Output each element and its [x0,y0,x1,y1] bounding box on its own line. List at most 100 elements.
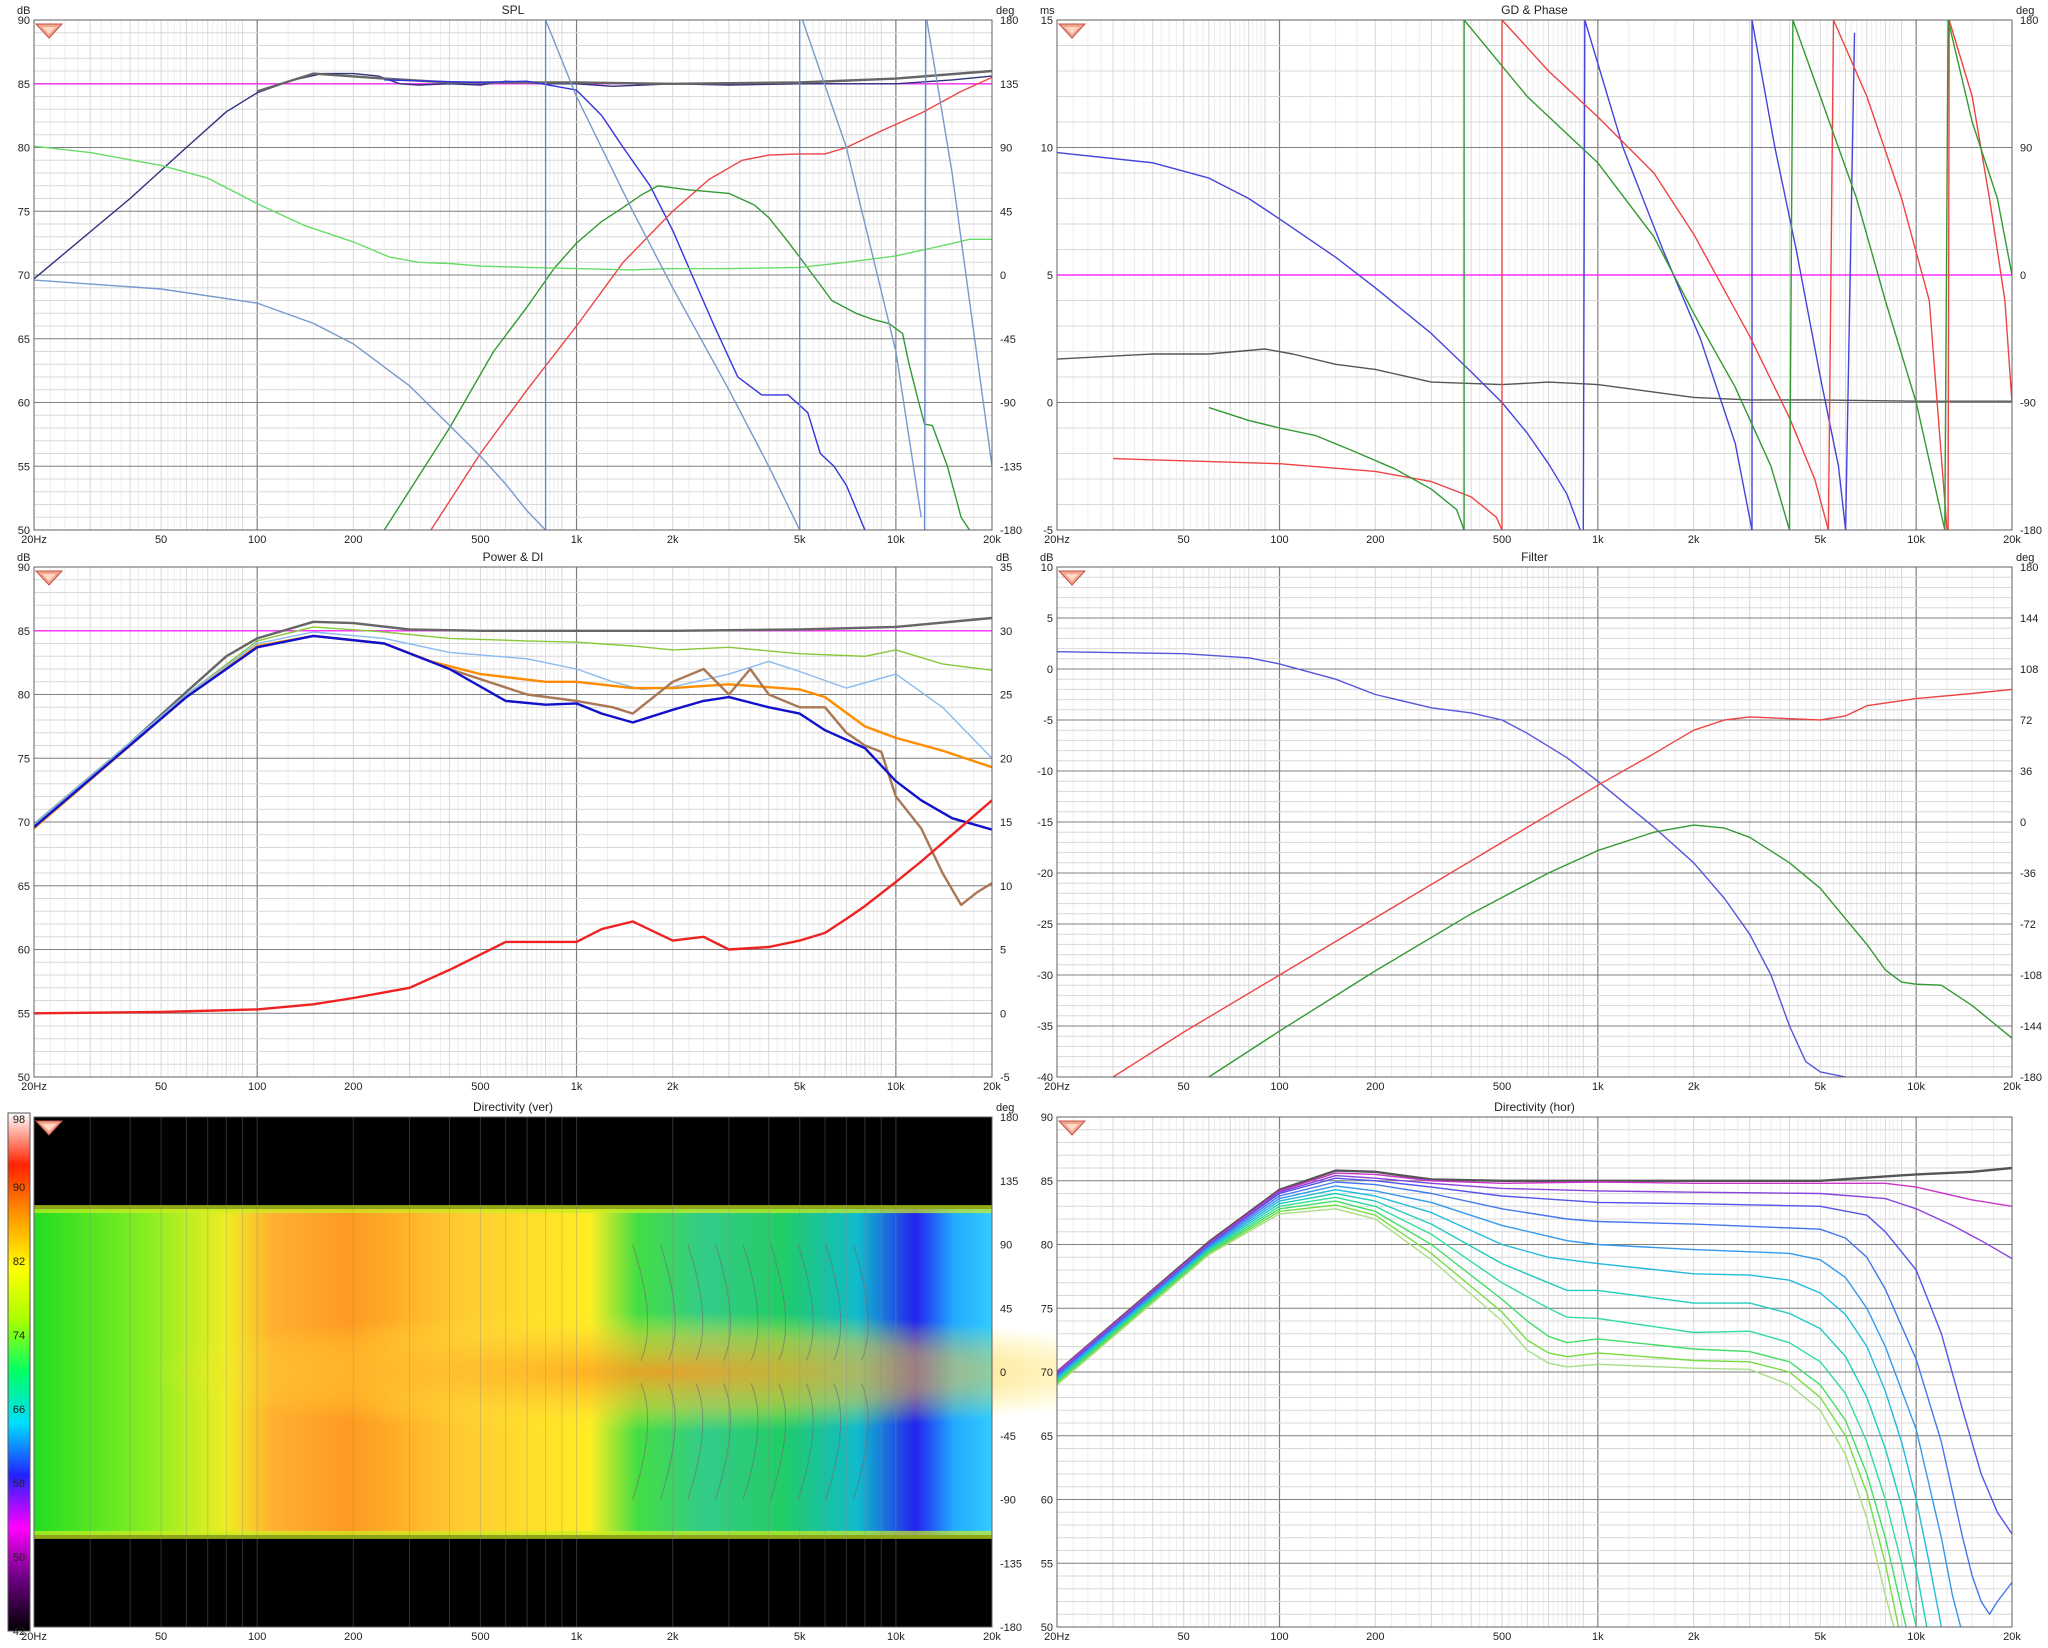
y-tick-label: 60 [1041,1495,1053,1507]
series-line [34,279,547,530]
series-line [1501,20,1830,530]
series-group [34,616,992,1015]
series-line [1057,348,2012,402]
series-line [1844,32,1856,530]
x-tick-label: 20k [2003,1081,2021,1093]
heatmap-contour [632,1383,649,1500]
y2-tick-label: 15 [1000,817,1012,829]
colorbar-tick-label: 82 [13,1256,25,1268]
y2-tick-label: 90 [1000,1240,1012,1252]
y-tick-label: -25 [1037,919,1053,931]
y2-tick-label: -144 [2020,1021,2042,1033]
series-line [1788,20,1946,530]
x-tick-label: 100 [248,1081,266,1093]
y2-axis-unit: deg [996,1102,1014,1114]
series-line [1057,1200,1907,1627]
x-tick-label: 2k [1688,1081,1700,1093]
y-tick-label: 70 [18,270,30,282]
x-tick-label: 2k [667,1631,679,1643]
colorbar-tick-label: 74 [13,1330,25,1342]
y2-tick-label: 135 [1000,79,1018,91]
y2-tick-label: 20 [1000,753,1012,765]
heatmap-contour [852,1244,869,1361]
y2-tick-label: -90 [1000,1495,1016,1507]
y2-tick-label: 180 [1000,15,1018,27]
y2-tick-label: 45 [1000,206,1012,218]
y2-tick-label: 108 [2020,664,2038,676]
x-tick-label: 20k [983,1631,1001,1643]
x-tick-label: 50 [155,534,167,546]
y-tick-label: 55 [1041,1558,1053,1570]
y-tick-label: 0 [1047,664,1053,676]
x-tick-label: 200 [344,1631,362,1643]
x-tick-label: 10k [887,1081,905,1093]
y2-tick-label: 0 [2020,270,2026,282]
x-tick-label: 5k [1815,534,1827,546]
x-tick-label: 20Hz [1044,1631,1070,1643]
series-line [1751,20,1847,530]
y-tick-label: 80 [1041,1240,1053,1252]
series-line [1057,1185,1962,1627]
y2-tick-label: 0 [1000,1367,1006,1379]
series-line [1827,20,1948,530]
y2-axis-unit: deg [2016,5,2034,17]
logo-heart-icon [1057,23,1087,39]
y2-tick-label: -180 [2020,1072,2042,1084]
y2-tick-label: 45 [1000,1303,1012,1315]
y2-tick-label: 180 [2020,15,2038,27]
logo-heart-icon [1057,1120,1087,1136]
y-tick-label: -10 [1037,766,1053,778]
series-line [923,20,927,530]
plot-frame [33,1116,993,1628]
y-tick-label: 80 [18,690,30,702]
y-tick-label: -30 [1037,970,1053,982]
y-tick-label: -35 [1037,1021,1053,1033]
colorbar-tick-label: 90 [13,1182,25,1194]
y-tick-label: 55 [18,1008,30,1020]
heatmap-contour [770,1244,787,1361]
chart-title: GD & Phase [1501,3,1568,17]
series-line [1057,1181,2012,1615]
series-group [34,20,992,530]
series-line [1057,651,1846,1077]
series-line [1208,406,1465,530]
x-tick-label: 5k [1815,1081,1827,1093]
y-tick-label: -5 [1043,715,1053,727]
x-tick-label: 100 [1270,1631,1288,1643]
series-line [34,631,992,826]
y-tick-label: 50 [18,525,30,537]
x-tick-label: 500 [471,1631,489,1643]
x-tick-label: 50 [1178,1081,1190,1093]
y2-tick-label: -45 [1000,1431,1016,1443]
plot-frame [1056,1116,2013,1628]
x-tick-label: 200 [1366,1631,1384,1643]
x-tick-label: 200 [344,534,362,546]
x-tick-label: 200 [1366,534,1384,546]
series-line [384,79,866,530]
y2-tick-label: -180 [1000,1622,1022,1634]
series-line [383,185,971,530]
x-tick-label: 200 [344,1081,362,1093]
x-tick-label: 2k [667,534,679,546]
series-line [34,616,992,826]
x-tick-label: 2k [1688,1631,1700,1643]
colorbar-tick-label: 58 [13,1478,25,1490]
plot-frame [1056,566,2013,1078]
y2-tick-label: 0 [2020,817,2026,829]
heatmap-main-lobe [138,1312,1179,1432]
heatmap-contour [687,1244,704,1361]
series-line [449,667,992,907]
y-tick-label: 10 [1041,143,1053,155]
x-tick-label: 10k [1907,1081,1925,1093]
y-tick-label: 75 [18,206,30,218]
heatmap-contour [742,1383,759,1500]
series-line [1057,1172,2012,1373]
x-tick-label: 2k [1688,534,1700,546]
series-line [544,20,801,530]
x-tick-label: 10k [887,534,905,546]
x-tick-label: 500 [1493,1081,1511,1093]
plot-frame [33,19,993,531]
y-tick-label: 65 [18,334,30,346]
